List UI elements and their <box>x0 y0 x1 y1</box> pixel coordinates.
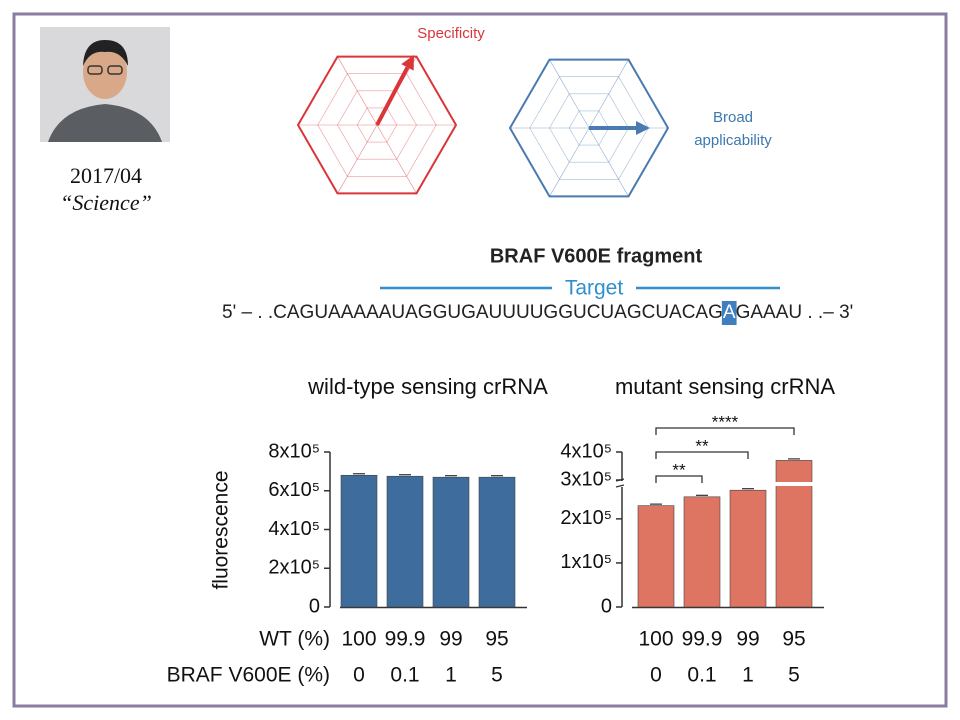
y-tick-label: 2x10⁵ <box>560 507 612 529</box>
significance-bracket <box>655 451 749 459</box>
axis-break <box>618 481 626 487</box>
bar <box>386 475 424 608</box>
y-tick-label: 8x10⁵ <box>268 440 320 462</box>
radar-label: Broad <box>713 109 753 126</box>
x-tick-label: 0 <box>650 664 662 687</box>
charts: wild-type sensing crRNA fluorescence 0 2x10… <box>210 374 836 687</box>
journal: “Science” <box>60 190 152 215</box>
sequence-mutant: A <box>723 302 736 323</box>
y-axis-label: fluorescence <box>210 470 233 589</box>
axis-break-mark <box>615 478 625 482</box>
x-tick-label: 99.9 <box>682 628 723 651</box>
chart-title: wild-type sensing crRNA <box>307 374 548 399</box>
radar-diagrams <box>296 55 670 198</box>
y-tick-label: 3x10⁵ <box>560 468 612 490</box>
bar <box>637 505 675 608</box>
sequence-before: CAGUAAAAAUAGGUGAUUUUGGUCUAGCUACAG <box>273 302 723 323</box>
significance-label: ** <box>695 436 709 455</box>
x-tick-label: 1 <box>445 664 457 687</box>
x-tick-label: 1 <box>742 664 754 687</box>
sequence-prime3: – 3' <box>823 302 853 323</box>
x-tick-label: 95 <box>782 628 805 651</box>
x-tick-label: 95 <box>485 628 508 651</box>
x-tick-label: 99 <box>439 628 462 651</box>
y-tick-label: 1x10⁵ <box>560 551 612 573</box>
y-tick-label: 4x10⁵ <box>560 440 612 462</box>
significance-label: ** <box>672 460 686 479</box>
y-tick-label: 0 <box>601 595 612 617</box>
bar <box>478 476 516 608</box>
bar <box>432 476 470 608</box>
x-tick-label: 5 <box>491 664 503 687</box>
y-tick-label: 2x10⁵ <box>268 557 320 579</box>
y-tick-label: 6x10⁵ <box>268 479 320 501</box>
x-tick-label: 99.9 <box>385 628 426 651</box>
date: 2017/04 <box>70 163 142 188</box>
x-tick-label: 0.1 <box>687 664 716 687</box>
bar-break <box>775 482 813 486</box>
x-tick-label: 0.1 <box>390 664 419 687</box>
row-label: BRAF V600E (%) <box>167 664 330 687</box>
bar <box>729 489 767 608</box>
bar <box>340 474 378 608</box>
x-tick-label: 99 <box>736 628 759 651</box>
significance-bracket <box>655 427 795 435</box>
target-label: Target <box>565 277 624 300</box>
radar-label: Specificity <box>417 25 485 42</box>
sequence-title: BRAF V600E fragment <box>490 245 703 267</box>
portrait-photo <box>40 27 170 142</box>
significance-label: **** <box>712 412 739 431</box>
x-tick-label: 100 <box>341 628 376 651</box>
axis-break-mark <box>615 484 625 488</box>
sequence: 5' – . . CAGUAAAAAUAGGUGAUUUUGGUCUAGCUAC… <box>222 301 853 325</box>
radar-arrowhead <box>401 55 414 71</box>
y-tick-label: 4x10⁵ <box>268 518 320 540</box>
bar <box>683 496 721 608</box>
radar-label: applicability <box>694 132 772 149</box>
mutant-highlight <box>721 301 737 325</box>
row-label: WT (%) <box>259 628 330 651</box>
chart-title: mutant sensing crRNA <box>615 374 835 399</box>
sequence-after: GAAAU . . <box>736 302 824 323</box>
bar-chart: mutant sensing crRNA 0 1x10⁵ 2x10⁵ 3x10⁵ 4x10… <box>560 374 835 687</box>
significance-bracket <box>655 475 703 483</box>
bar-chart: wild-type sensing crRNA fluorescence 0 2x10… <box>210 374 549 687</box>
radar-arrowhead <box>636 121 650 135</box>
x-tick-label: 0 <box>353 664 365 687</box>
x-tick-label: 100 <box>638 628 673 651</box>
y-tick-label: 0 <box>309 595 320 617</box>
x-tick-label: 5 <box>788 664 800 687</box>
radar-arrow <box>375 66 410 126</box>
sequence-prime5: 5' – . . <box>222 302 273 323</box>
